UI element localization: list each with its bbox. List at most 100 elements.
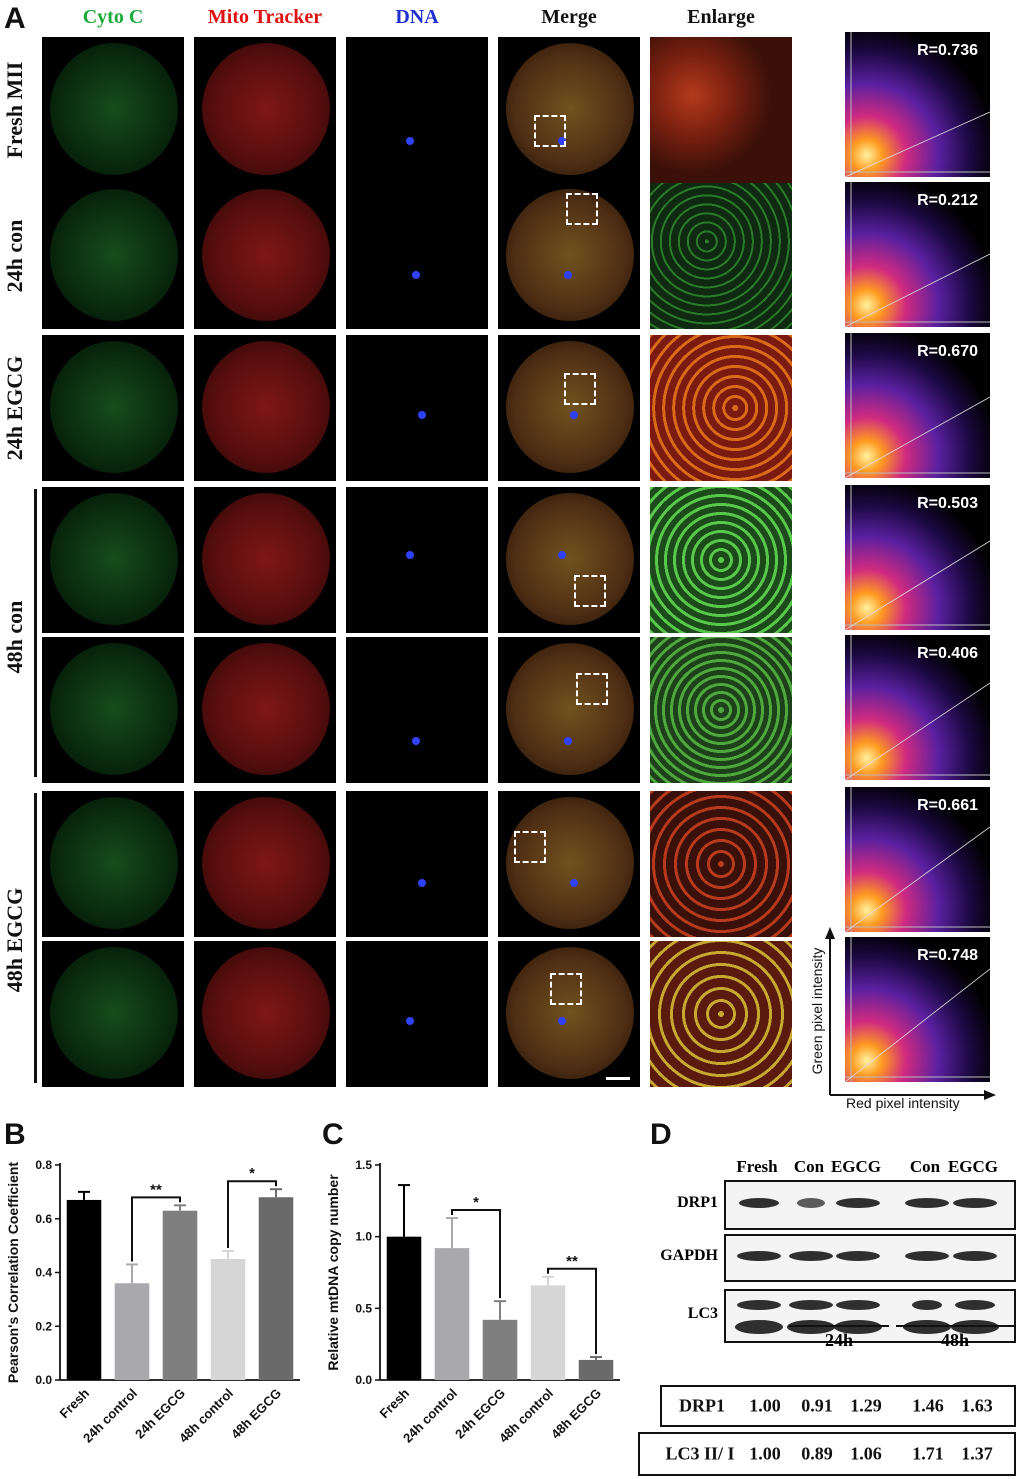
blot-band — [787, 1320, 835, 1334]
oocyte — [50, 189, 178, 321]
panel-b-letter: B — [4, 1118, 26, 1151]
oocyte — [354, 341, 482, 473]
oocyte — [506, 341, 634, 473]
scatter-cloud — [845, 787, 990, 932]
blot-band — [836, 1300, 880, 1310]
oocyte — [202, 947, 330, 1079]
panel-c-letter: C — [322, 1118, 344, 1151]
lane-label: EGCG — [830, 1157, 882, 1176]
micrograph-cyto-c — [42, 791, 184, 937]
blot-band — [903, 1320, 951, 1334]
quant-value: 1.63 — [961, 1395, 993, 1416]
y-tick-label: 1.0 — [355, 1230, 372, 1244]
oocyte — [354, 797, 482, 929]
y-tick-label: 0.8 — [35, 1158, 52, 1172]
green-pixel-intensity-label: Green pixel intensity — [809, 947, 825, 1075]
zoom-region-box — [514, 831, 546, 863]
quant-value: 1.29 — [850, 1395, 882, 1416]
significance-label: ** — [566, 1253, 578, 1270]
bar — [258, 1197, 294, 1380]
oocyte — [50, 797, 178, 929]
y-axis-label: Pearson's Correlation Coefficient — [5, 1162, 21, 1383]
oocyte — [202, 341, 330, 473]
micrograph-cyto-c — [42, 183, 184, 329]
micrograph-dna — [346, 487, 488, 633]
micrograph-cyto-c — [42, 637, 184, 783]
red-pixel-intensity-label: Red pixel intensity — [846, 1095, 960, 1111]
oocyte — [354, 189, 482, 321]
blot-band — [834, 1320, 882, 1334]
bar — [482, 1319, 518, 1380]
pearson-r-value: R=0.212 — [917, 192, 978, 209]
zoom-region-box — [566, 193, 598, 225]
micrograph-enlarge — [650, 37, 792, 183]
panel-a-letter: A — [4, 2, 26, 35]
x-tick-label: Fresh — [56, 1385, 92, 1421]
dna-spot — [564, 737, 572, 745]
micrograph-merge — [498, 941, 640, 1087]
oocyte — [50, 341, 178, 473]
significance-label: * — [249, 1165, 255, 1182]
micrograph-mito-tracker — [194, 487, 336, 633]
significance-label: * — [473, 1194, 479, 1211]
y-tick-label: 1.5 — [355, 1158, 372, 1172]
quant-value: 1.00 — [749, 1395, 781, 1416]
y-tick-label: 0.5 — [355, 1301, 372, 1315]
scatter-cloud — [845, 485, 990, 630]
quant-value: 1.46 — [912, 1395, 944, 1416]
western-blot-gapdh — [724, 1234, 1016, 1282]
colocalization-scatter-plot: R=0.503 — [845, 485, 990, 630]
zoom-region-box — [534, 115, 566, 147]
micrograph-dna — [346, 183, 488, 329]
pearson-r-value: R=0.748 — [917, 947, 978, 964]
blot-band — [789, 1300, 833, 1310]
scale-bar — [606, 1077, 630, 1080]
micrograph-merge — [498, 335, 640, 481]
oocyte — [354, 947, 482, 1079]
zoom-region-box — [574, 575, 606, 607]
micrograph-mito-tracker — [194, 37, 336, 183]
bar — [386, 1236, 422, 1380]
blot-band — [912, 1300, 942, 1310]
time-24h-underline — [789, 1325, 889, 1327]
time-48h-underline — [896, 1325, 1014, 1327]
dna-spot — [406, 551, 414, 559]
micrograph-merge — [498, 487, 640, 633]
micrograph-enlarge — [650, 335, 792, 481]
oocyte — [202, 189, 330, 321]
bar — [530, 1285, 566, 1380]
quant-row-label: LC3 II/ I — [665, 1443, 735, 1464]
x-tick-label: Fresh — [376, 1385, 412, 1421]
y-tick-label: 0.6 — [35, 1212, 52, 1226]
dna-spot — [418, 879, 426, 887]
oocyte — [506, 797, 634, 929]
oocyte — [50, 643, 178, 775]
time-label-48h: 48h — [940, 1330, 969, 1350]
oocyte — [354, 43, 482, 175]
row-label-fresh-mii: Fresh MII — [2, 61, 27, 159]
blot-band — [737, 1300, 781, 1310]
blot-label: LC3 — [687, 1305, 718, 1322]
row-label-48h-con: 48h con — [2, 600, 27, 674]
micrograph-enlarge — [650, 791, 792, 937]
dna-spot — [570, 411, 578, 419]
significance-bracket — [227, 1180, 277, 1248]
quant-value: 1.00 — [749, 1443, 781, 1464]
dna-spot — [558, 137, 566, 145]
micrograph-dna — [346, 637, 488, 783]
micrograph-dna — [346, 335, 488, 481]
panel-d-letter: D — [650, 1118, 672, 1151]
colocalization-scatter-plot: R=0.212 — [845, 182, 990, 327]
micrograph-merge — [498, 637, 640, 783]
blot-band — [955, 1300, 995, 1310]
blot-band — [953, 1198, 997, 1208]
dna-spot — [418, 411, 426, 419]
quant-row-label: DRP1 — [679, 1395, 725, 1416]
blot-band — [735, 1320, 783, 1334]
row-group-bracket — [34, 489, 37, 777]
blot-label: GAPDH — [660, 1247, 718, 1264]
pearson-r-value: R=0.670 — [917, 343, 978, 360]
blot-label: DRP1 — [677, 1194, 718, 1211]
blot-band — [836, 1198, 880, 1208]
blot-band — [739, 1198, 779, 1208]
